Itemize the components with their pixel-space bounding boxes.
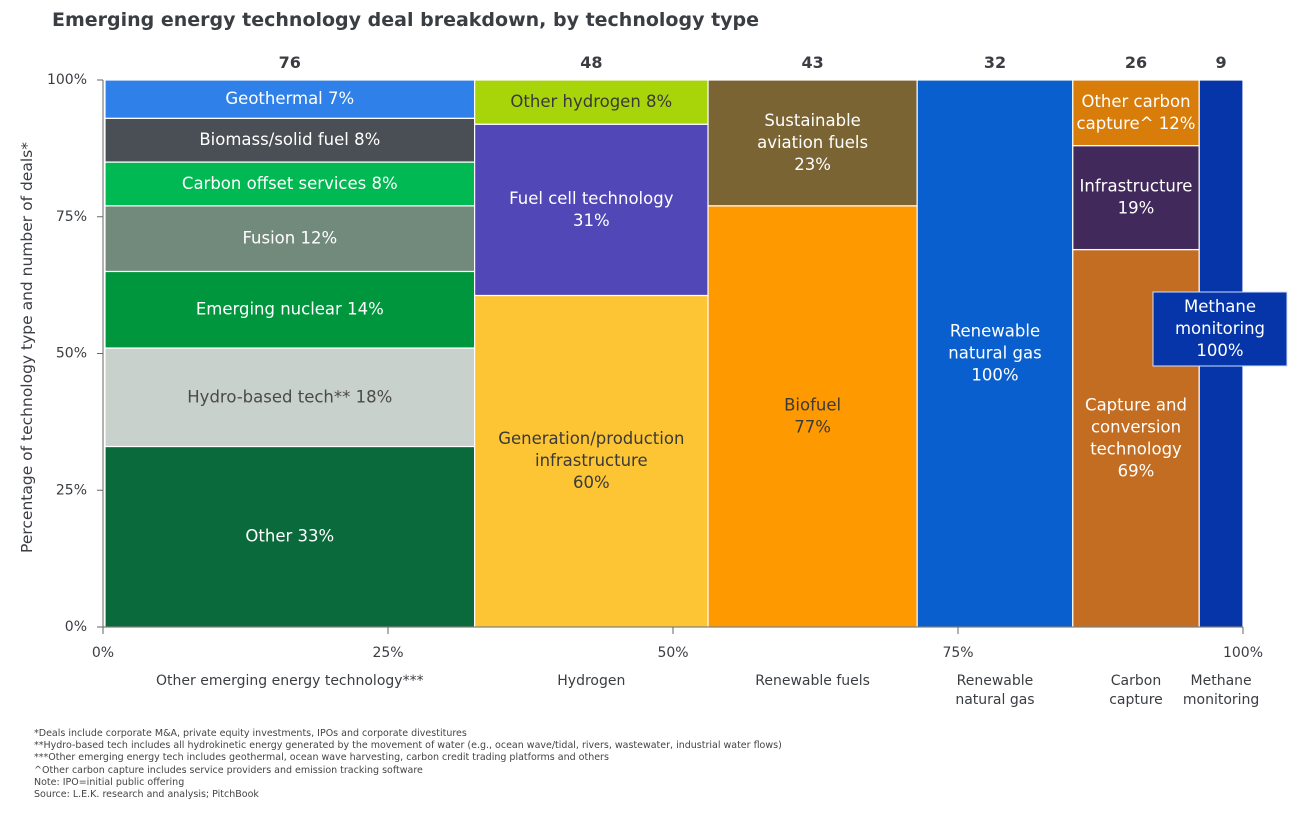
- segment-label: Capture and conversion technology 69%: [1085, 395, 1187, 480]
- column-1: [474, 79, 709, 628]
- segment-bar: [707, 79, 918, 207]
- category-label: Other emerging energy technology***: [156, 673, 424, 689]
- footnote: Note: IPO=initial public offering: [34, 776, 185, 788]
- deal-count-label: 48: [580, 53, 602, 72]
- y-axis-label: Percentage of technology type and number…: [18, 142, 36, 553]
- deal-count-label: 9: [1216, 53, 1227, 72]
- segment-bar: [474, 123, 709, 297]
- deal-count-label: 32: [984, 53, 1006, 72]
- segment-bar: [104, 117, 476, 163]
- segment-label: Fusion 12%: [242, 228, 337, 247]
- x-tick-label: 25%: [372, 645, 403, 661]
- segment-label: Biofuel 77%: [784, 395, 841, 436]
- x-tick-label: 100%: [1223, 645, 1263, 661]
- y-tick-label: 100%: [47, 72, 87, 88]
- segment-bar: [707, 205, 918, 628]
- segment-label: Biomass/solid fuel 8%: [199, 130, 380, 149]
- y-tick-label: 75%: [56, 209, 87, 225]
- footnote: ^Other carbon capture includes service p…: [34, 764, 423, 776]
- footnote: **Hydro-based tech includes all hydrokin…: [34, 740, 782, 752]
- segment-label: Emerging nuclear 14%: [196, 299, 384, 318]
- category-label: Renewable fuels: [755, 673, 870, 689]
- y-tick-label: 0%: [65, 619, 87, 635]
- column-5: [1152, 79, 1288, 628]
- column-0: [104, 79, 476, 628]
- category-label: Carbon capture: [1109, 673, 1163, 708]
- footnote: Source: L.E.K. research and analysis; Pi…: [34, 789, 259, 801]
- footnote: *Deals include corporate M&A, private eq…: [34, 728, 467, 739]
- x-tick-label: 0%: [92, 645, 114, 661]
- callout-box: [1152, 291, 1288, 367]
- deal-count-label: 76: [279, 53, 301, 72]
- segment-label: Carbon offset services 8%: [182, 173, 398, 192]
- segment-label: Other 33%: [245, 526, 334, 545]
- chart-title: Emerging energy technology deal breakdow…: [52, 9, 760, 31]
- segment-bar: [104, 79, 476, 119]
- segment-label: Methane monitoring 100%: [1175, 297, 1265, 360]
- deal-count-label: 26: [1125, 53, 1147, 72]
- column-2: [707, 79, 918, 628]
- segment-bar: [474, 79, 709, 125]
- footnote: ***Other emerging energy tech includes g…: [34, 752, 609, 764]
- segment-label: Other carbon capture^ 12%: [1077, 91, 1196, 132]
- category-label: Methane monitoring: [1183, 673, 1259, 708]
- deal-count-label: 43: [801, 53, 823, 72]
- segment-label: Hydro-based tech** 18%: [187, 387, 392, 406]
- x-tick-label: 75%: [942, 645, 973, 661]
- segment-label: Fuel cell technology 31%: [509, 188, 674, 229]
- segment-label: Generation/production infrastructure 60%: [498, 429, 684, 492]
- y-tick-label: 25%: [56, 482, 87, 498]
- segment-label: Geothermal 7%: [225, 89, 354, 108]
- footnotes: *Deals include corporate M&A, private eq…: [34, 728, 782, 801]
- segment-bar: [104, 347, 476, 448]
- segment-label: Infrastructure 19%: [1080, 176, 1193, 217]
- x-tick-label: 50%: [657, 645, 688, 661]
- segment-label: Other hydrogen 8%: [510, 92, 672, 111]
- y-tick-label: 50%: [56, 346, 87, 362]
- segment-label: Sustainable aviation fuels 23%: [757, 110, 868, 173]
- category-label: Hydrogen: [557, 673, 625, 689]
- segment-bar: [474, 294, 709, 628]
- segment-label: Renewable natural gas 100%: [948, 321, 1041, 384]
- category-label: Renewable natural gas: [955, 673, 1034, 708]
